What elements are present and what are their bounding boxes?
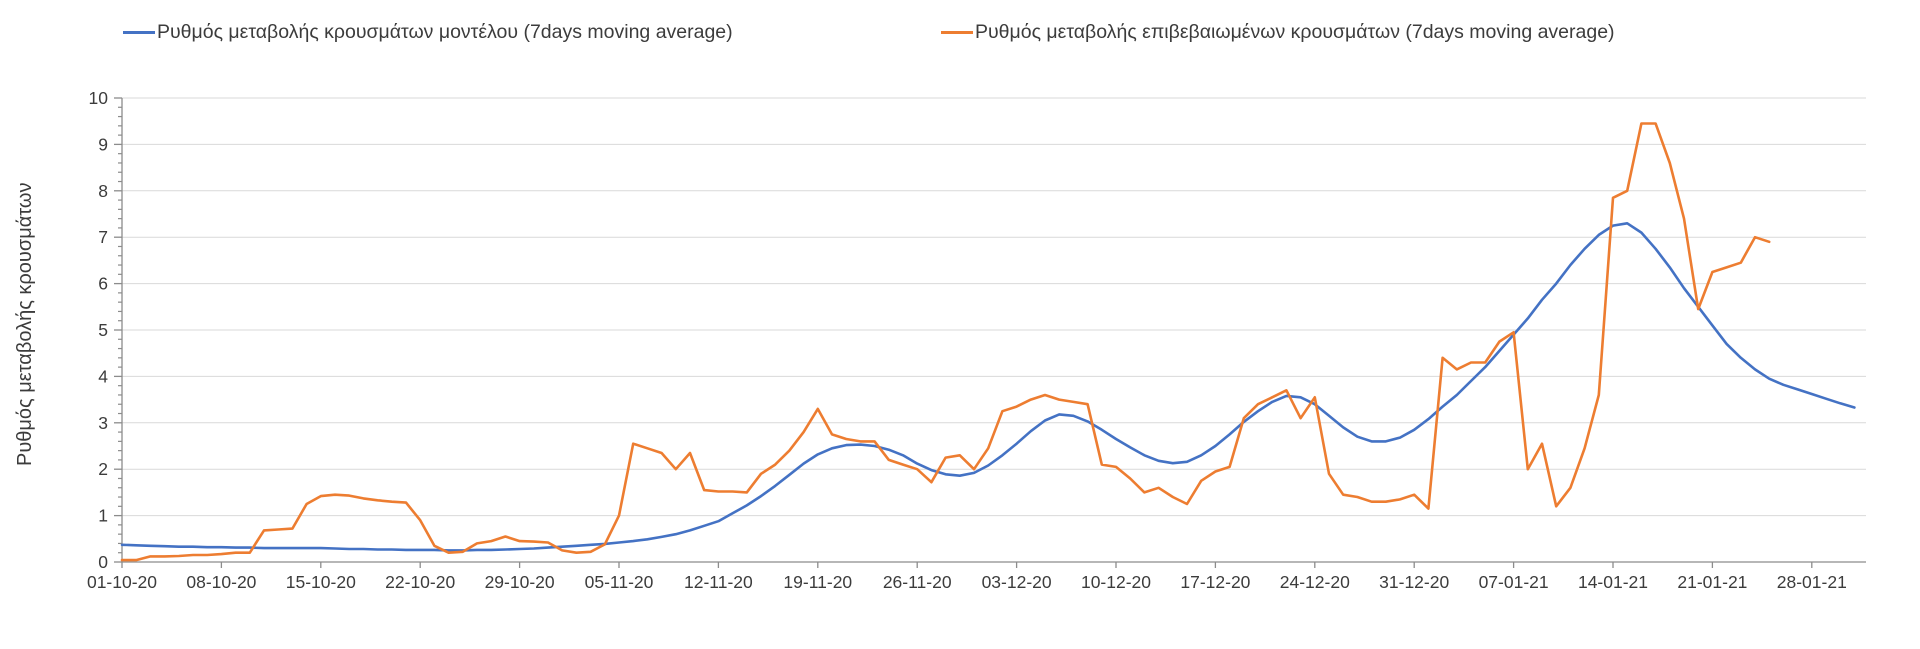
x-tick-label: 14-01-21 xyxy=(1578,572,1648,592)
legend-label-confirmed: Ρυθμός μεταβολής επιβεβαιωμένων κρουσμάτ… xyxy=(975,21,1615,43)
legend-label-model: Ρυθμός μεταβολής κρουσμάτων μοντέλου (7d… xyxy=(157,21,733,43)
x-tick-label: 03-12-20 xyxy=(982,572,1052,592)
series-line-model xyxy=(120,222,1856,552)
y-tick-label: 10 xyxy=(89,88,109,108)
y-tick-label: 8 xyxy=(98,181,108,201)
x-tick-label: 10-12-20 xyxy=(1081,572,1151,592)
x-tick-label: 17-12-20 xyxy=(1180,572,1250,592)
x-tick-label: 26-11-20 xyxy=(883,572,952,592)
x-tick-label: 01-10-20 xyxy=(87,572,157,592)
series-line-confirmed xyxy=(120,122,1771,562)
y-tick-label: 0 xyxy=(98,552,108,572)
x-tick-label: 24-12-20 xyxy=(1280,572,1350,592)
x-tick-label: 12-11-20 xyxy=(684,572,753,592)
y-tick-label: 4 xyxy=(98,366,108,386)
x-tick-label: 07-01-21 xyxy=(1479,572,1549,592)
y-tick-label: 9 xyxy=(98,134,108,154)
x-tick-label: 29-10-20 xyxy=(485,572,555,592)
legend-item-confirmed: Ρυθμός μεταβολής επιβεβαιωμένων κρουσμάτ… xyxy=(941,21,1615,44)
y-axis-title: Ρυθμός μεταβολής κρουσμάτων xyxy=(14,182,36,466)
y-tick-label: 2 xyxy=(98,459,108,479)
legend-line-blue-icon xyxy=(123,31,155,34)
x-tick-label: 08-10-20 xyxy=(186,572,256,592)
x-tick-label: 15-10-20 xyxy=(286,572,356,592)
legend-line-orange-icon xyxy=(941,31,973,34)
y-tick-label: 1 xyxy=(98,506,108,526)
y-tick-label: 3 xyxy=(98,413,108,433)
x-tick-label: 28-01-21 xyxy=(1777,572,1847,592)
x-tick-label: 31-12-20 xyxy=(1379,572,1449,592)
x-tick-label: 22-10-20 xyxy=(385,572,455,592)
x-tick-label: 19-11-20 xyxy=(783,572,852,592)
x-tick-label: 05-11-20 xyxy=(585,572,654,592)
y-tick-label: 6 xyxy=(98,274,108,294)
y-tick-label: 7 xyxy=(98,227,108,247)
legend-item-model: Ρυθμός μεταβολής κρουσμάτων μοντέλου (7d… xyxy=(123,21,733,44)
x-tick-label: 21-01-21 xyxy=(1677,572,1747,592)
y-tick-label: 5 xyxy=(98,320,108,340)
